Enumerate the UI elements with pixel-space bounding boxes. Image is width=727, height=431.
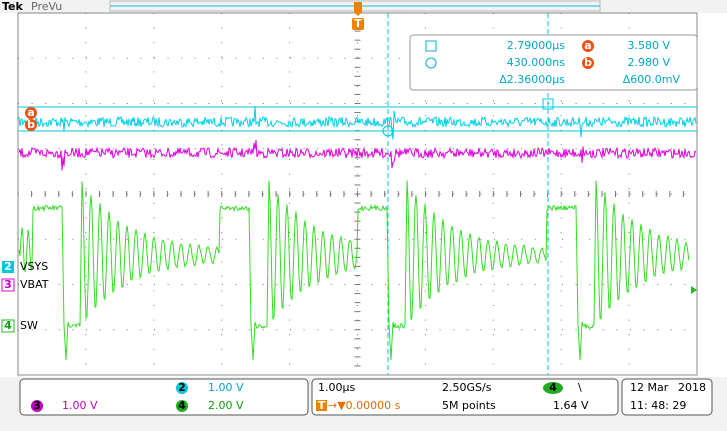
ch4-scale-number: 4 xyxy=(178,399,186,412)
volt-a-label: a xyxy=(584,39,591,52)
ch2-label: VSYS xyxy=(20,260,48,273)
brand: Tek xyxy=(2,0,24,13)
year: 2018 xyxy=(678,381,706,394)
ch3-badge xyxy=(1,278,15,292)
position-icon-box xyxy=(316,400,327,411)
trigger-level-arrow xyxy=(691,286,697,294)
cursor-a-marker-bg xyxy=(25,107,37,119)
cursor-square xyxy=(542,98,554,110)
readout-square xyxy=(425,40,437,52)
volt-b-badge xyxy=(582,57,594,69)
ch2-scale-badge xyxy=(176,382,188,394)
record-length: 5M points xyxy=(442,399,496,412)
trace-vsys xyxy=(18,105,697,140)
ch3-number: 3 xyxy=(4,278,12,291)
trigger-marker-box xyxy=(352,18,364,30)
volt-a-badge xyxy=(582,40,594,52)
trigger-source: 4 xyxy=(549,381,557,394)
ch3-scale-badge xyxy=(31,400,43,412)
trigger-slope: \ xyxy=(578,381,582,394)
delta-time: Δ2.36000µs xyxy=(499,73,565,86)
cursor-readout xyxy=(409,34,698,91)
ch4-number: 4 xyxy=(4,319,12,332)
ch3-label: VBAT xyxy=(20,278,49,291)
readout-circle xyxy=(425,57,437,69)
time-scale: 1.00µs xyxy=(318,381,355,394)
mode: PreVu xyxy=(31,0,62,13)
volt-b: 2.980 V xyxy=(627,56,670,69)
position: →▼0.00000 s xyxy=(328,399,401,412)
trigger-source-badge xyxy=(543,382,563,394)
time-a: 2.79000µs xyxy=(507,39,565,52)
time-b: 430.000ns xyxy=(507,56,565,69)
trace-vbat xyxy=(18,139,697,171)
ch4-scale: 2.00 V xyxy=(208,399,244,412)
ch2-scale-number: 2 xyxy=(178,381,186,394)
cursor-b-marker: b xyxy=(27,118,35,131)
horizontal-box xyxy=(311,378,619,416)
ch2-scale: 1.00 V xyxy=(208,381,244,394)
trigger-arrow xyxy=(354,2,362,16)
volt-a: 3.580 V xyxy=(627,39,670,52)
date: 12 Mar xyxy=(630,381,669,394)
ch4-label: SW xyxy=(20,319,38,332)
ch4-badge xyxy=(1,319,15,333)
sample-rate: 2.50GS/s xyxy=(442,381,492,394)
trace-sw xyxy=(18,180,690,361)
ch2-number: 2 xyxy=(4,260,12,273)
ch3-scale-number: 3 xyxy=(33,399,41,412)
datetime-box xyxy=(621,378,713,416)
volt-b-label: b xyxy=(584,56,592,69)
trigger-marker: T xyxy=(354,17,362,30)
vertical-box xyxy=(19,378,309,416)
ch2-badge xyxy=(2,261,14,273)
delta-volt: Δ600.0mV xyxy=(623,73,681,86)
cursor-b-marker-bg xyxy=(25,119,37,131)
cursor-a-marker: a xyxy=(27,106,34,119)
trigger-level: 1.64 V xyxy=(553,399,589,412)
position-icon: T xyxy=(318,399,326,412)
ch3-scale: 1.00 V xyxy=(62,399,98,412)
ch4-scale-badge xyxy=(176,400,188,412)
time: 11: 48: 29 xyxy=(630,399,686,412)
